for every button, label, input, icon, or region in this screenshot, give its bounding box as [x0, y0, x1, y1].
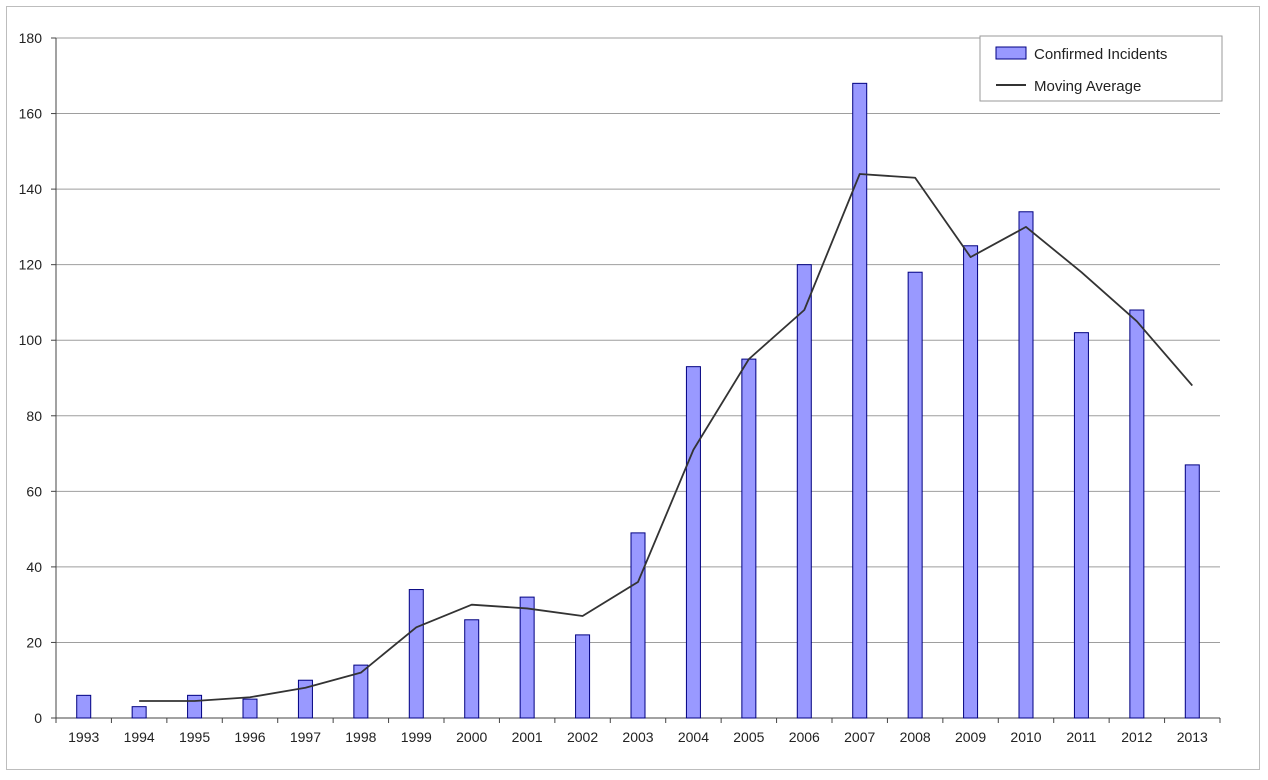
bar-2010	[1018, 211, 1034, 719]
bar-2003	[630, 532, 646, 719]
x-tick-labels: 1993 1994 1995 1996 1997 1998 1999 2000 2001 2002…	[68, 729, 1208, 745]
x-tick-label: 1994	[124, 729, 155, 745]
x-tick-label: 2007	[844, 729, 875, 745]
bar-2011	[1073, 332, 1089, 719]
bar-1996	[242, 698, 258, 719]
legend-label-line: Moving Average	[1034, 78, 1141, 95]
y-tick-labels: 0 20 40 60 80 100 120 140 160 180	[19, 30, 43, 726]
y-tick-label: 100	[19, 332, 43, 348]
legend-bar-swatch	[995, 46, 1027, 60]
bar-2001	[519, 596, 535, 719]
legend: Confirmed Incidents Moving Average	[979, 35, 1223, 102]
x-tick-label: 2004	[678, 729, 709, 745]
y-tick-label: 60	[26, 483, 42, 499]
legend-label-bars: Confirmed Incidents	[1034, 46, 1167, 63]
y-tick-label: 120	[19, 257, 43, 273]
y-tick-label: 0	[34, 710, 42, 726]
y-tick-label: 140	[19, 181, 43, 197]
y-tick-label: 20	[26, 634, 42, 650]
y-tick-label: 40	[26, 559, 42, 575]
x-tick-label: 2000	[456, 729, 487, 745]
x-tick-label: 1999	[401, 729, 432, 745]
moving-average-line	[139, 173, 1193, 702]
y-tick-label: 180	[19, 30, 43, 46]
bar-1994	[131, 706, 147, 719]
bar-2005	[741, 358, 757, 719]
x-tick-label: 2008	[900, 729, 931, 745]
bar-1995	[187, 694, 203, 719]
x-tick-label: 2006	[789, 729, 820, 745]
bar-1998	[353, 664, 369, 719]
line-series	[139, 173, 1193, 702]
x-tick-label: 2009	[955, 729, 986, 745]
x-tick-label: 1997	[290, 729, 321, 745]
bar-2002	[575, 634, 591, 719]
x-tick-label: 2003	[622, 729, 653, 745]
x-tick-label: 1998	[345, 729, 376, 745]
x-tick-label: 1993	[68, 729, 99, 745]
bar-2008	[907, 271, 923, 719]
x-tick-label: 2013	[1177, 729, 1208, 745]
bar-1999	[408, 589, 424, 719]
x-tick-label: 2002	[567, 729, 598, 745]
x-tick-label: 2012	[1121, 729, 1152, 745]
x-tick-label: 1996	[234, 729, 265, 745]
y-tick-label: 80	[26, 408, 42, 424]
x-tick-label: 2001	[512, 729, 543, 745]
bar-2007	[852, 82, 868, 719]
bar-2006	[796, 264, 812, 719]
bar-2004	[685, 366, 701, 719]
bar-1997	[297, 679, 313, 719]
x-tick-label: 2011	[1066, 729, 1096, 745]
x-tick-label: 1995	[179, 729, 210, 745]
x-tick-label: 2010	[1010, 729, 1041, 745]
y-tick-label: 160	[19, 106, 43, 122]
x-tick-label: 2005	[733, 729, 764, 745]
bar-2013	[1184, 464, 1200, 719]
bar-1993	[76, 694, 92, 719]
bar-series	[76, 82, 1200, 719]
bar-2000	[464, 619, 480, 719]
bar-2009	[963, 245, 979, 719]
bar-2012	[1129, 309, 1145, 719]
